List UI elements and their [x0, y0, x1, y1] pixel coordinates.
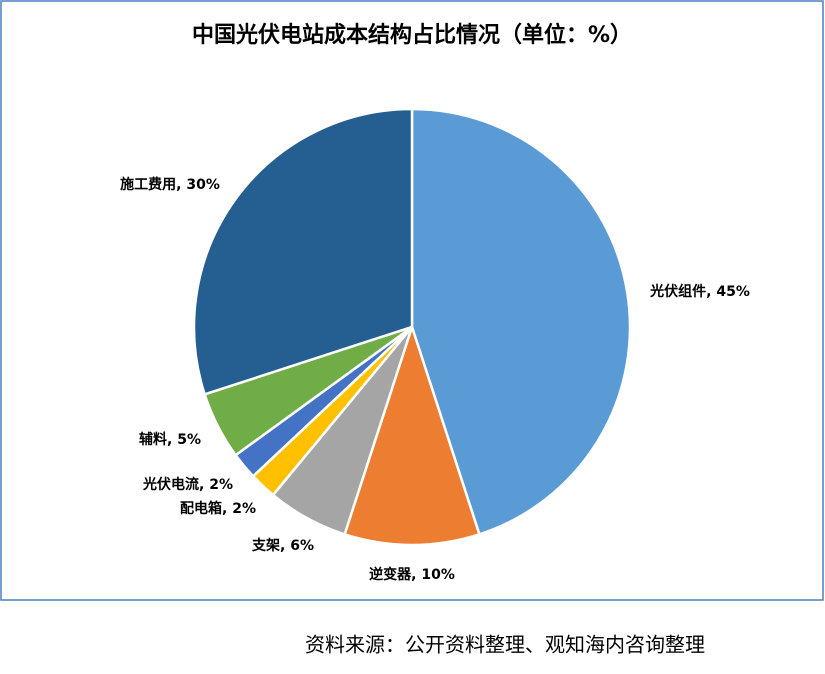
data-label: 辅料, 5%: [139, 431, 201, 448]
data-label: 配电箱, 2%: [180, 500, 256, 517]
pie-slice: [192, 107, 414, 396]
data-label: 支架, 6%: [251, 537, 314, 554]
data-label: 光伏组件, 45%: [649, 283, 750, 300]
pie-slice: [343, 322, 481, 547]
pie-slice: [410, 107, 632, 536]
data-label: 逆变器, 10%: [369, 566, 455, 583]
source-note: 资料来源：公开资料整理、观知海内咨询整理: [305, 633, 705, 657]
data-label: 光伏电流, 2%: [142, 476, 233, 493]
chart-title: 中国光伏电站成本结构占比情况（单位：%）: [192, 22, 632, 48]
data-label: 施工费用, 30%: [120, 176, 220, 193]
